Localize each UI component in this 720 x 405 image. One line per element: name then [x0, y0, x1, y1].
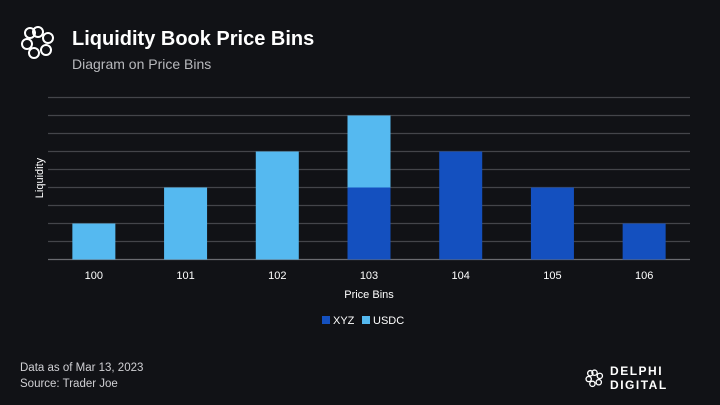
bar-xyz-104 [439, 151, 483, 260]
legend-swatch-usdc [362, 316, 370, 324]
x-tick-label: 103 [360, 270, 378, 282]
bar-usdc-102 [255, 151, 299, 260]
legend-swatch-xyz [322, 316, 330, 324]
bar-usdc-100 [72, 223, 116, 260]
legend-label-usdc: USDC [373, 315, 404, 327]
x-axis-label: Price Bins [344, 289, 394, 301]
y-axis-label: Liquidity [34, 157, 46, 198]
data-date: Data as of Mar 13, 2023 [20, 362, 144, 374]
x-tick-label: 104 [452, 270, 470, 282]
bar-xyz-103 [347, 187, 391, 260]
brand-name: DELPHI DIGITAL [610, 364, 668, 392]
bar-usdc-101 [164, 187, 208, 260]
legend-label-xyz: XYZ [333, 315, 355, 327]
bar-usdc-103 [347, 115, 391, 188]
x-tick-label: 100 [85, 270, 103, 282]
delphi-small-logo-icon [585, 369, 604, 388]
chart-subtitle: Diagram on Price Bins [72, 56, 212, 72]
delphi-logo-icon [21, 26, 54, 59]
x-tick-label: 102 [268, 270, 286, 282]
x-tick-label: 101 [176, 270, 194, 282]
chart-title: Liquidity Book Price Bins [72, 28, 315, 50]
brand-logo: DELPHI DIGITAL [585, 364, 720, 392]
data-source: Source: Trader Joe [20, 378, 118, 390]
x-tick-label: 106 [635, 270, 653, 282]
bar-xyz-106 [622, 223, 666, 260]
bar-xyz-105 [530, 187, 574, 260]
x-tick-label: 105 [543, 270, 561, 282]
